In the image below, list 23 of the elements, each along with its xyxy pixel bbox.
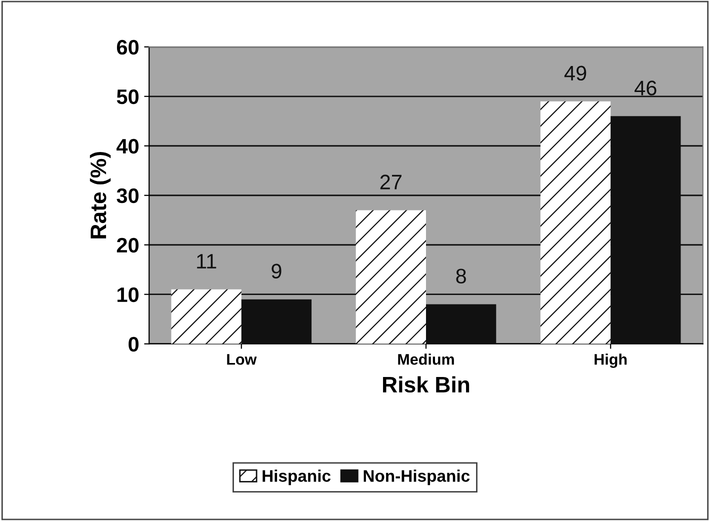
y-axis-title: Rate (%) xyxy=(90,152,111,238)
data-label: 11 xyxy=(197,254,216,268)
x-tick-label: Low xyxy=(227,354,257,365)
x-tick-label: High xyxy=(594,354,627,368)
legend-label: Hispanic xyxy=(262,470,331,486)
y-tick-label: 40 xyxy=(116,138,139,154)
data-label: 27 xyxy=(380,174,402,190)
y-tick-label: 50 xyxy=(116,89,139,104)
x-axis-title: Risk Bin xyxy=(383,376,470,393)
y-tick-label: 0 xyxy=(128,336,139,352)
y-tick-label: 10 xyxy=(118,287,139,302)
bar xyxy=(171,289,242,344)
data-label: 9 xyxy=(272,264,282,279)
y-tick-label: 30 xyxy=(116,188,139,204)
data-label: 8 xyxy=(456,268,466,284)
data-label: 46 xyxy=(634,80,656,96)
bar xyxy=(540,101,611,344)
bar xyxy=(356,210,426,344)
legend-label: Non-Hispanic xyxy=(364,470,470,486)
y-tick-label: 20 xyxy=(116,238,139,253)
x-tick-label: Medium xyxy=(398,354,454,365)
data-label: 49 xyxy=(564,66,586,81)
y-tick-label: 60 xyxy=(116,40,139,55)
